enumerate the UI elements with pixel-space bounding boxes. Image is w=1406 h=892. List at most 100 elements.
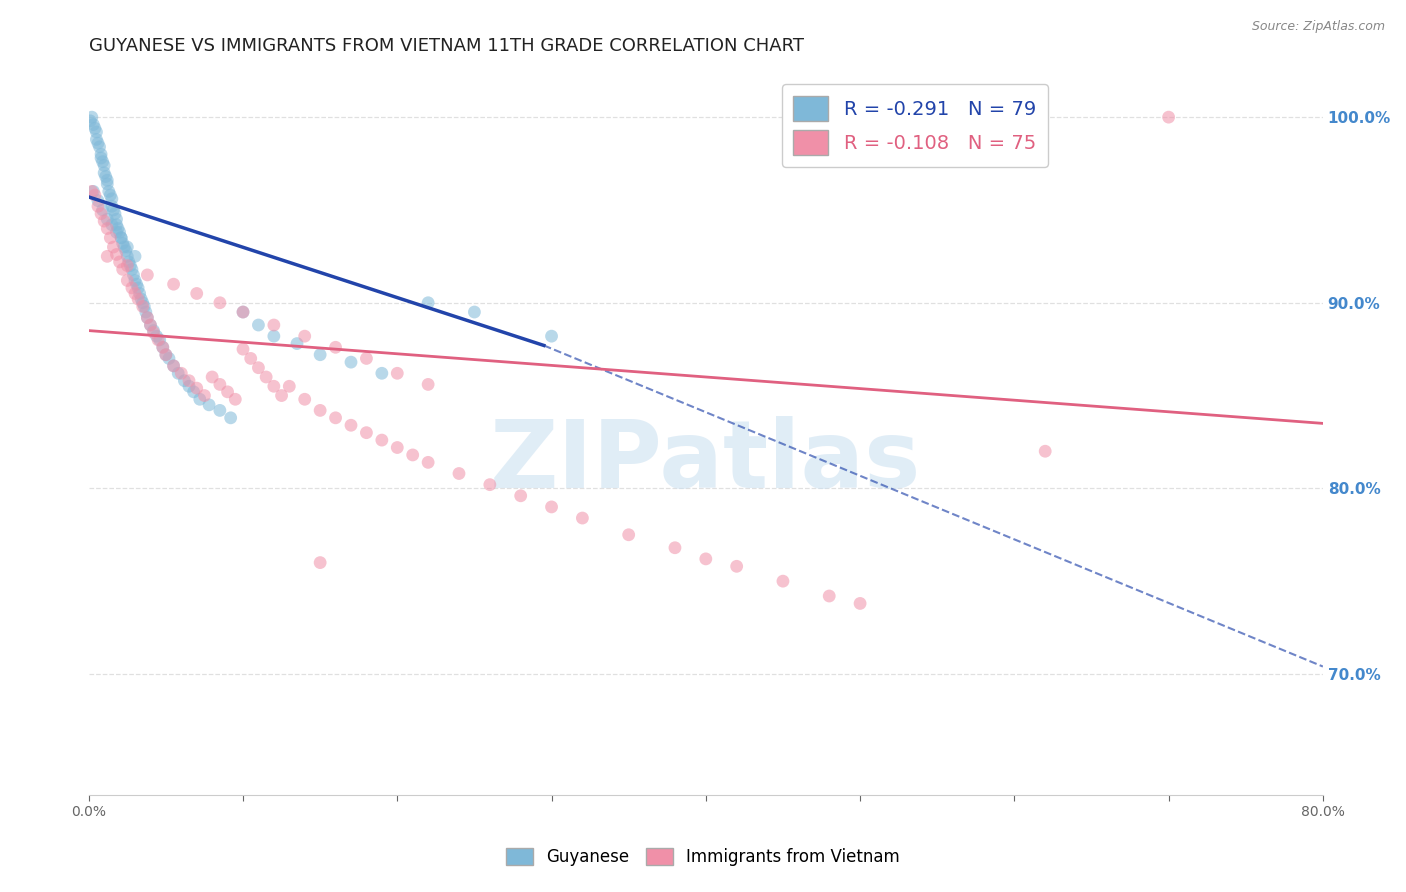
Point — [121, 262, 143, 277]
Point — [239, 351, 262, 366]
Point — [695, 552, 717, 566]
Point — [90, 207, 112, 221]
Point — [96, 249, 118, 263]
Point — [294, 329, 316, 343]
Point — [571, 511, 593, 525]
Legend: Guyanese, Immigrants from Vietnam: Guyanese, Immigrants from Vietnam — [499, 841, 907, 873]
Point — [219, 410, 242, 425]
Point — [263, 329, 285, 343]
Point — [325, 410, 347, 425]
Point — [224, 392, 246, 407]
Point — [136, 268, 159, 282]
Point — [309, 403, 332, 417]
Point — [104, 207, 127, 221]
Point — [173, 374, 195, 388]
Point — [818, 589, 841, 603]
Point — [201, 370, 224, 384]
Point — [112, 240, 135, 254]
Point — [111, 236, 134, 251]
Point — [94, 169, 117, 184]
Point — [105, 218, 128, 232]
Point — [124, 249, 146, 263]
Point — [111, 262, 134, 277]
Point — [89, 140, 111, 154]
Point — [356, 351, 378, 366]
Point — [772, 574, 794, 589]
Point — [849, 596, 872, 610]
Text: ZIPatlas: ZIPatlas — [491, 416, 921, 508]
Point — [478, 477, 501, 491]
Point — [188, 392, 211, 407]
Point — [79, 113, 101, 128]
Point — [356, 425, 378, 440]
Point — [132, 295, 155, 310]
Point — [664, 541, 686, 555]
Point — [139, 318, 162, 332]
Point — [183, 384, 205, 399]
Point — [152, 340, 174, 354]
Point — [193, 388, 215, 402]
Point — [110, 231, 132, 245]
Point — [270, 388, 292, 402]
Point — [128, 286, 150, 301]
Point — [254, 370, 277, 384]
Point — [263, 318, 285, 332]
Point — [340, 418, 363, 433]
Point — [162, 277, 184, 292]
Point — [247, 360, 270, 375]
Point — [418, 455, 440, 469]
Point — [84, 188, 107, 202]
Point — [120, 259, 142, 273]
Point — [117, 259, 139, 273]
Point — [177, 379, 200, 393]
Point — [121, 281, 143, 295]
Point — [162, 359, 184, 373]
Point — [263, 379, 285, 393]
Point — [122, 268, 145, 282]
Point — [725, 559, 748, 574]
Point — [87, 199, 110, 213]
Point — [232, 305, 254, 319]
Point — [447, 467, 470, 481]
Point — [142, 326, 165, 340]
Point — [177, 374, 200, 388]
Point — [105, 212, 128, 227]
Point — [145, 329, 167, 343]
Point — [117, 273, 139, 287]
Point — [135, 305, 157, 319]
Point — [124, 273, 146, 287]
Point — [87, 194, 110, 208]
Point — [90, 147, 112, 161]
Point — [387, 366, 409, 380]
Point — [418, 295, 440, 310]
Point — [162, 359, 184, 373]
Point — [90, 151, 112, 165]
Point — [114, 244, 136, 258]
Point — [108, 225, 131, 239]
Point — [208, 377, 231, 392]
Point — [132, 300, 155, 314]
Point — [107, 221, 129, 235]
Point — [139, 318, 162, 332]
Point — [129, 292, 152, 306]
Point — [617, 528, 640, 542]
Point — [155, 348, 177, 362]
Point — [540, 329, 562, 343]
Point — [101, 192, 124, 206]
Point — [96, 173, 118, 187]
Point — [91, 202, 114, 217]
Point — [108, 255, 131, 269]
Point — [82, 185, 104, 199]
Point — [402, 448, 425, 462]
Point — [418, 377, 440, 392]
Point — [127, 292, 149, 306]
Point — [86, 125, 108, 139]
Point — [93, 166, 115, 180]
Point — [98, 188, 121, 202]
Point — [146, 333, 169, 347]
Point — [157, 351, 180, 366]
Point — [101, 199, 124, 213]
Point — [325, 340, 347, 354]
Point — [340, 355, 363, 369]
Point — [232, 342, 254, 356]
